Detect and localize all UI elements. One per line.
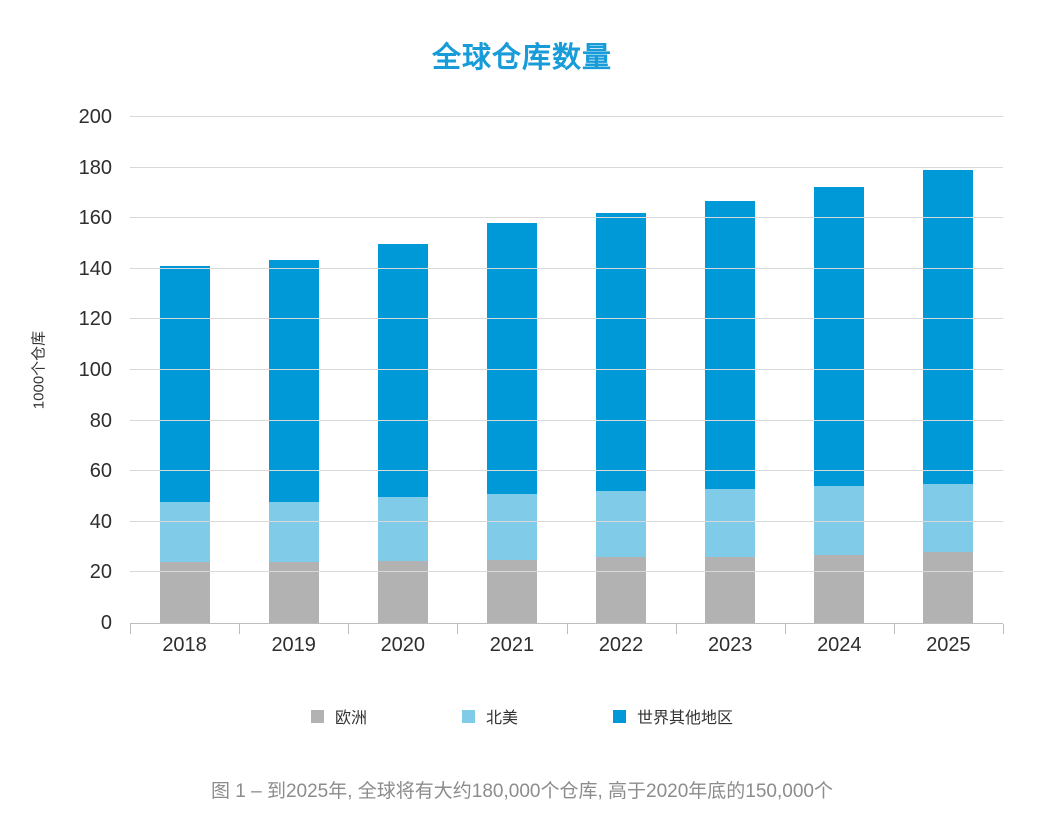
x-axis-tick — [566, 624, 568, 634]
gridline-40 — [130, 520, 1003, 522]
bar-segment-2020-北美 — [377, 496, 428, 562]
bar-slot-2021 — [457, 117, 566, 623]
x-tick-label-2025: 2025 — [926, 634, 971, 656]
legend-swatch-icon — [461, 709, 475, 723]
bar-segment-2024-欧洲 — [814, 554, 865, 623]
x-tick-label-2024: 2024 — [817, 634, 862, 656]
bar-segment-2023-北美 — [705, 488, 756, 558]
bar-segment-2020-欧洲 — [377, 561, 428, 623]
bar-segment-2018-北美 — [159, 501, 210, 563]
gridline-60 — [130, 470, 1003, 472]
x-axis-tick-labels: 2018 2019 2020 2021 2022 2023 2024 2025 — [130, 634, 1003, 657]
bar-segment-2022-北美 — [596, 491, 647, 558]
bar-slot-2020 — [348, 117, 457, 623]
y-tick-label-160: 160 — [78, 207, 112, 230]
bar-segment-2019-北美 — [268, 501, 319, 563]
bar-segment-2021-北美 — [486, 493, 537, 560]
bar-segment-2020-世界其他地区 — [377, 243, 428, 497]
chart-title: 全球仓库数量 — [431, 42, 612, 74]
stacked-bar-2022 — [596, 213, 647, 623]
bar-segment-2024-世界其他地区 — [814, 186, 865, 487]
gridline-160 — [130, 217, 1003, 219]
x-tick-label-2021: 2021 — [489, 634, 535, 656]
legend-label: 北美 — [485, 710, 518, 727]
y-tick-label-180: 180 — [78, 156, 112, 179]
x-axis-tick — [239, 624, 241, 634]
legend-item: 世界其他地区 — [613, 704, 733, 728]
legend-swatch-icon — [310, 709, 324, 723]
x-axis-tick — [348, 624, 350, 634]
x-axis-tick — [675, 624, 677, 634]
bar-slot-2024 — [785, 117, 894, 623]
legend-label: 欧洲 — [334, 710, 367, 727]
gridline-140 — [130, 267, 1003, 269]
gridline-80 — [130, 419, 1003, 421]
gridline-100 — [130, 369, 1003, 370]
legend-swatch-icon — [613, 709, 626, 723]
x-axis-tick — [130, 624, 131, 634]
bar-slot-2023 — [676, 117, 785, 623]
plot-area — [130, 116, 1004, 634]
bar-segment-2022-世界其他地区 — [596, 213, 647, 492]
y-axis-tick-labels: 0 20 40 60 80 100 120 140 160 180 200 — [0, 106, 112, 634]
bar-segment-2025-北美 — [923, 483, 974, 553]
bars-container — [130, 117, 1003, 623]
stacked-bar-2023 — [705, 200, 756, 623]
y-tick-label-120: 120 — [78, 308, 112, 331]
x-tick-label-2018: 2018 — [162, 634, 207, 656]
y-tick-label-200: 200 — [78, 106, 112, 128]
bar-slot-2022 — [567, 117, 676, 623]
legend: 欧洲 北美 世界其他地区 — [0, 704, 1044, 728]
bar-slot-2019 — [239, 117, 348, 623]
stacked-bar-2018 — [159, 266, 210, 623]
bar-segment-2018-世界其他地区 — [159, 266, 210, 502]
x-axis-tick — [784, 624, 786, 634]
y-tick-label-20: 20 — [89, 561, 112, 584]
bar-segment-2023-世界其他地区 — [705, 200, 756, 489]
x-tick-label-2022: 2022 — [598, 634, 644, 656]
bar-segment-2021-欧洲 — [486, 559, 537, 623]
stacked-bar-2024 — [814, 186, 865, 623]
gridline-200 — [130, 116, 1003, 117]
y-tick-label-0: 0 — [100, 612, 112, 634]
gridline-180 — [130, 166, 1003, 168]
stacked-bar-2020 — [377, 243, 428, 623]
bar-segment-2024-北美 — [814, 486, 865, 555]
figure-caption: 图 1 – 到2025年, 全球将有大约180,000个仓库, 高于2020年底… — [211, 781, 833, 802]
bar-slot-2025 — [894, 117, 1003, 623]
x-axis-tick — [893, 624, 895, 634]
stacked-bar-2019 — [268, 259, 319, 623]
legend-item: 欧洲 — [310, 704, 367, 728]
stacked-bar-2021 — [486, 223, 537, 623]
y-tick-label-60: 60 — [89, 460, 112, 483]
bar-segment-2021-世界其他地区 — [486, 223, 537, 494]
gridline-20 — [130, 571, 1003, 573]
bar-segment-2023-欧洲 — [705, 557, 756, 623]
y-tick-label-80: 80 — [89, 409, 112, 432]
x-tick-label-2023: 2023 — [707, 634, 753, 656]
y-tick-label-140: 140 — [78, 257, 112, 280]
y-tick-label-40: 40 — [89, 510, 112, 533]
stacked-bar-2025 — [923, 170, 974, 623]
bar-segment-2025-欧洲 — [923, 552, 974, 623]
x-tick-label-2020: 2020 — [380, 634, 426, 656]
bar-segment-2022-欧洲 — [596, 557, 647, 623]
bar-slot-2018 — [130, 117, 239, 623]
x-axis-tick — [457, 624, 459, 634]
bar-segment-2019-世界其他地区 — [268, 259, 319, 502]
legend-item: 北美 — [461, 704, 518, 728]
x-axis-tick — [1003, 624, 1004, 634]
x-tick-label-2019: 2019 — [271, 634, 316, 656]
gridline-120 — [130, 318, 1003, 320]
legend-label: 世界其他地区 — [637, 710, 734, 727]
y-tick-label-100: 100 — [78, 359, 112, 381]
bar-segment-2025-世界其他地区 — [923, 170, 974, 484]
